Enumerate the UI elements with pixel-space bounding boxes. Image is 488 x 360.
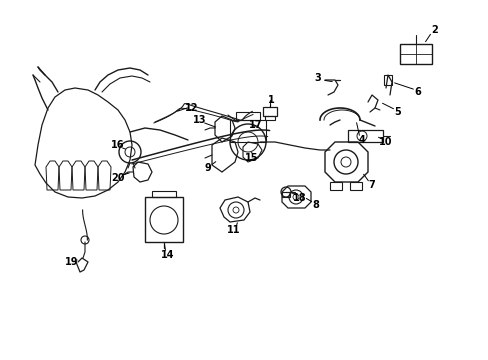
Text: 14: 14	[161, 250, 174, 260]
Text: 8: 8	[312, 200, 319, 210]
Bar	[263, 107, 276, 116]
Text: 3: 3	[314, 73, 321, 83]
Text: 6: 6	[414, 87, 421, 97]
Text: 12: 12	[185, 103, 198, 113]
Text: 1: 1	[267, 95, 274, 105]
Text: 13: 13	[193, 115, 206, 125]
Text: 11: 11	[227, 225, 240, 235]
Bar	[383, 75, 391, 85]
Text: 7: 7	[368, 180, 375, 190]
Text: 17: 17	[249, 120, 262, 130]
Text: 15: 15	[245, 153, 258, 163]
Bar	[347, 130, 382, 142]
Bar	[329, 182, 341, 190]
Text: 20: 20	[111, 173, 124, 183]
Text: 2: 2	[431, 25, 437, 35]
Bar	[236, 112, 260, 120]
Bar	[264, 116, 274, 120]
Text: 10: 10	[379, 137, 392, 147]
Bar	[152, 191, 176, 197]
Text: 18: 18	[293, 193, 306, 203]
Bar	[145, 197, 183, 242]
Bar	[349, 182, 361, 190]
Bar	[282, 192, 289, 197]
Text: 4: 4	[358, 135, 365, 145]
Text: 19: 19	[65, 257, 79, 267]
Text: 5: 5	[394, 107, 401, 117]
Text: 16: 16	[111, 140, 124, 150]
Text: 9: 9	[204, 163, 211, 173]
Bar	[399, 44, 431, 64]
